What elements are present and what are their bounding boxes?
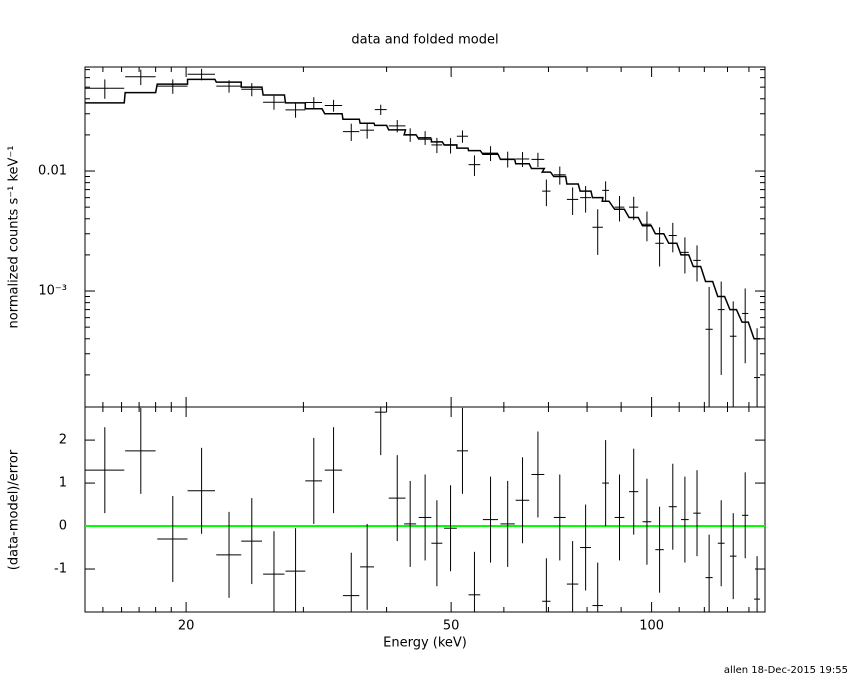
x-tick-label: 50 — [443, 619, 460, 634]
model-line — [85, 78, 761, 340]
y-axis-label: (data-model)/error — [7, 449, 22, 570]
x-tick-label: 20 — [178, 619, 195, 634]
y-tick-label: 2 — [59, 433, 67, 448]
plot-area — [85, 68, 761, 407]
y-tick-label: 0 — [59, 519, 67, 534]
y-axis-label: normalized counts s⁻¹ keV⁻¹ — [7, 146, 22, 329]
y-tick-label: -1 — [54, 562, 67, 577]
x-axis-label: Energy (keV) — [383, 636, 467, 651]
plot-frame — [84, 66, 766, 408]
plot-area — [85, 407, 765, 612]
y-tick-label: 0.01 — [38, 164, 67, 179]
y-tick-label: 10⁻³ — [38, 284, 67, 299]
x-tick-label: 100 — [639, 619, 664, 634]
chart-title: data and folded model — [351, 33, 498, 48]
plot-frame — [84, 406, 766, 613]
footer: allen 18-Dec-2015 19:55 — [724, 665, 848, 676]
y-tick-label: 1 — [59, 476, 67, 491]
